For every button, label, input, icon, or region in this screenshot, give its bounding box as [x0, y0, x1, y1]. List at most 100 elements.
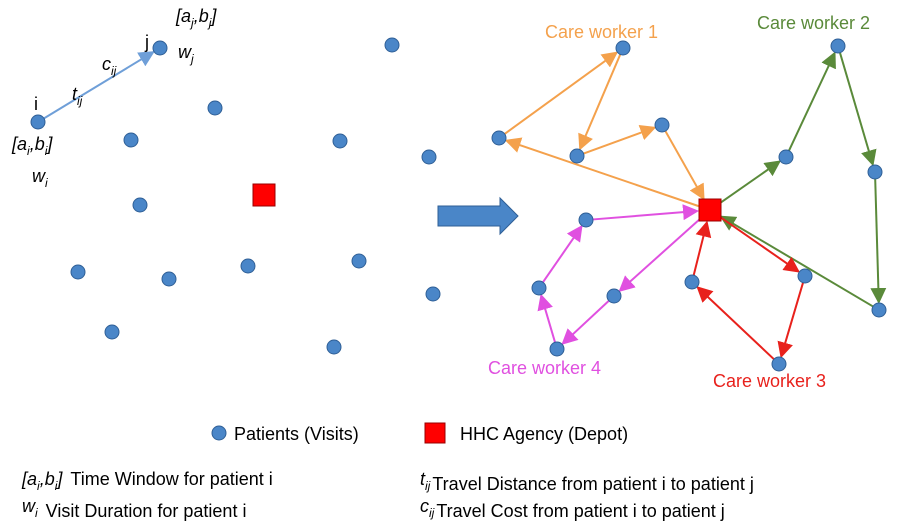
legend-patient-icon [211, 425, 227, 441]
patient-node [30, 114, 46, 130]
subscript: j [189, 16, 194, 30]
symbol-base: ,b [40, 469, 55, 489]
patient-node [830, 38, 846, 54]
patient-node [778, 149, 794, 165]
note: cij Travel Cost from patient i to patient… [420, 496, 725, 521]
route-edge [664, 130, 705, 201]
subscript: ij [429, 506, 435, 520]
route-edge [542, 224, 583, 283]
patient-node [207, 100, 223, 116]
patient-node [771, 356, 787, 372]
route-edge [719, 216, 801, 273]
patient-node [684, 274, 700, 290]
route-edge [592, 204, 700, 221]
symbol-base: w [22, 496, 36, 516]
symbol-base: w [178, 42, 192, 62]
note-symbol: tij [420, 469, 431, 493]
subscript: ij [111, 64, 117, 78]
window-i: [ai,bi] [11, 134, 53, 158]
transform-arrow [437, 196, 519, 236]
symbol-base: [a [21, 469, 37, 489]
patient-node [491, 130, 507, 146]
patient-node [70, 264, 86, 280]
legend-patients: Patients (Visits) [234, 424, 359, 444]
subscript: ij [425, 479, 431, 493]
route-edge [504, 137, 699, 208]
patient-node [425, 286, 441, 302]
symbol-base: t [420, 469, 426, 489]
route-edge [43, 51, 155, 120]
subscript: j [189, 52, 194, 66]
subscript: j [207, 16, 212, 30]
duration-i: wi [32, 166, 48, 190]
patient-node [421, 149, 437, 165]
patient-node [654, 117, 670, 133]
route-edge [692, 220, 712, 276]
symbol-base: t [72, 84, 78, 104]
patient-node [240, 258, 256, 274]
patient-node [123, 132, 139, 148]
note-text: Visit Duration for patient i [46, 501, 247, 521]
patient-node [549, 341, 565, 357]
route-edge [777, 282, 804, 359]
symbol-base: ,b [30, 134, 45, 154]
patient-node [871, 302, 887, 318]
patient-node [132, 197, 148, 213]
route-label: Care worker 2 [757, 13, 870, 33]
duration-j: wj [178, 42, 194, 66]
note-symbol: cij [420, 496, 435, 520]
edges [43, 51, 887, 360]
patient-node [867, 164, 883, 180]
symbol-base: ] [45, 134, 53, 154]
subscript: i [45, 176, 48, 190]
depot-right [698, 198, 722, 222]
route-label: Care worker 4 [488, 358, 601, 378]
subscript: i [27, 144, 30, 158]
patient-node [606, 288, 622, 304]
route-label: Care worker 1 [545, 22, 658, 42]
symbol-base: [a [11, 134, 27, 154]
route-edge [696, 286, 775, 360]
route-edge [578, 54, 622, 151]
symbol-base: c [102, 54, 111, 74]
node-i-label: i [34, 94, 38, 114]
patient-node [326, 339, 342, 355]
note-text: Time Window for patient i [70, 469, 272, 489]
nodes [30, 37, 887, 372]
subscript: ij [77, 94, 83, 108]
patient-node [351, 253, 367, 269]
route-edge [719, 215, 874, 308]
subscript: i [35, 506, 38, 520]
node-j-label: j [144, 32, 149, 52]
route-edge [561, 300, 610, 345]
route-edge [788, 51, 836, 152]
window-j: [aj,bj] [175, 6, 217, 30]
patient-node [384, 37, 400, 53]
legend-depot: HHC Agency (Depot) [460, 424, 628, 444]
route-label: Care worker 3 [713, 371, 826, 391]
note: tij Travel Distance from patient i to pat… [420, 469, 754, 494]
patient-node [152, 40, 168, 56]
route-edge [583, 125, 657, 155]
route-edge [618, 217, 702, 292]
note-text: Travel Cost from patient i to patient j [436, 501, 724, 521]
route-edge [839, 52, 877, 167]
note-text: Travel Distance from patient i to patien… [432, 474, 753, 494]
route-edge [537, 293, 556, 343]
route-edge [719, 160, 782, 204]
symbol-base: ] [209, 6, 217, 26]
note: [ai,bi] Time Window for patient i [21, 469, 273, 493]
depot-left [252, 183, 276, 207]
patient-node [332, 133, 348, 149]
patient-node [797, 268, 813, 284]
patient-node [161, 271, 177, 287]
patient-node [615, 40, 631, 56]
legend-depot-icon [424, 422, 446, 444]
patient-node [578, 212, 594, 228]
patient-node [531, 280, 547, 296]
symbol-base: w [32, 166, 46, 186]
symbol-base: [a [175, 6, 191, 26]
note: wi Visit Duration for patient i [22, 496, 246, 521]
subscript: i [45, 144, 48, 158]
